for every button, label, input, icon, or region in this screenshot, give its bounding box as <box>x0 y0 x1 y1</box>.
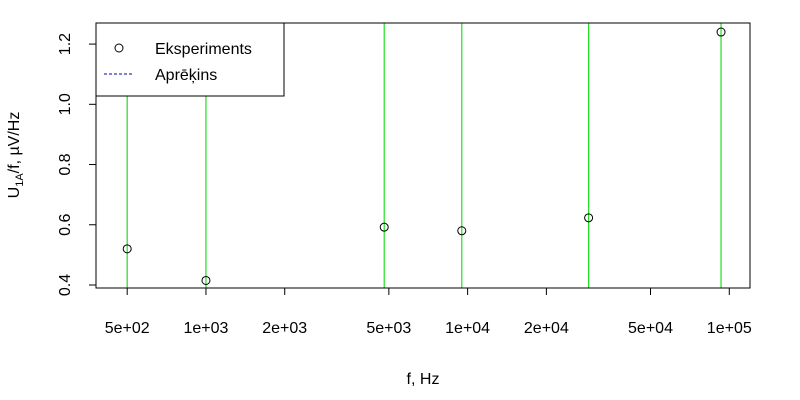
x-tick-label-3: 5e+03 <box>366 320 411 337</box>
data-point-0 <box>122 244 132 254</box>
x-tick-label-0: 5e+02 <box>105 320 150 337</box>
x-tick-label-2: 2e+03 <box>262 320 307 337</box>
legend-label-apreķins: Aprēķins <box>155 67 217 84</box>
data-point-3 <box>457 226 467 236</box>
x-axis: 5e+02 1e+03 2e+03 5e+03 1e+04 2e+04 5e+04 1e+05 <box>105 287 752 337</box>
y-axis-title-rest: /f, µV/Hz <box>6 112 23 174</box>
data-point-2 <box>379 222 389 232</box>
x-tick-label-1: 1e+03 <box>183 320 228 337</box>
data-points <box>122 27 726 285</box>
legend-symbol-eksperiments <box>114 43 124 53</box>
data-point-1 <box>201 275 211 285</box>
y-axis-title-subscript: 1A <box>14 173 26 187</box>
x-tick-label-6: 5e+04 <box>628 320 673 337</box>
data-point-5 <box>716 27 726 37</box>
y-axis-title: U1A/f, µV/Hz <box>6 112 26 199</box>
legend-box <box>95 22 285 97</box>
y-tick-label-0: 0.4 <box>57 274 74 296</box>
y-axis-title-base: U <box>6 187 23 199</box>
y-tick-label-4: 1.2 <box>57 33 74 55</box>
y-tick-label-3: 1.0 <box>57 93 74 115</box>
x-tick-label-4: 1e+04 <box>445 320 490 337</box>
y-tick-label-1: 0.6 <box>57 214 74 236</box>
data-point-4 <box>584 213 594 223</box>
legend: Eksperiments Aprēķins <box>95 22 285 97</box>
x-tick-label-7: 1e+05 <box>707 320 752 337</box>
legend-label-eksperiments: Eksperiments <box>155 41 252 58</box>
y-tick-label-2: 0.8 <box>57 153 74 175</box>
x-tick-label-5: 2e+04 <box>524 320 569 337</box>
y-axis: 0.4 0.6 0.8 1.0 1.2 <box>57 33 97 296</box>
x-axis-title: f, Hz <box>407 371 440 388</box>
